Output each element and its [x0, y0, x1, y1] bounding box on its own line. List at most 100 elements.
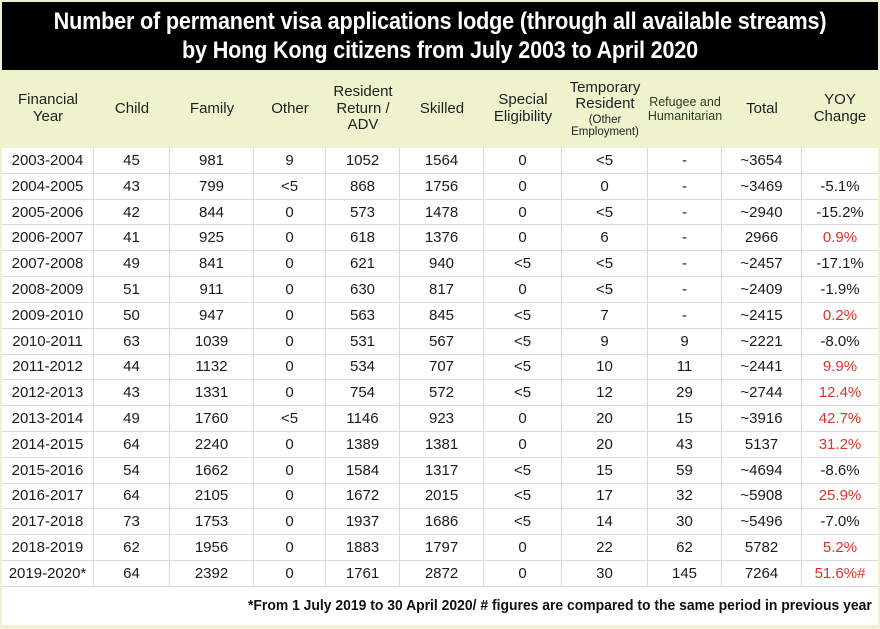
value-cell: 51: [94, 277, 170, 302]
value-cell: <5: [484, 380, 562, 406]
column-header-label: Refugee and Humanitarian: [647, 95, 723, 123]
yoy-cell: -8.6%: [820, 461, 860, 479]
table-row: 2015-2016 54 1662 0 1584 1317 <5 15 59 ~4694 -8.6%: [2, 457, 878, 484]
value-cell: <5: [562, 148, 648, 173]
value-cell: 5782: [722, 535, 802, 560]
value-cell: 925: [170, 225, 254, 251]
value-cell: -: [648, 148, 722, 173]
table-row: 2003-2004 45 981 9 1052 1564 0 <5- ~3654: [2, 148, 878, 174]
value-cell: 1478: [400, 199, 484, 225]
value-cell: 1686: [400, 509, 484, 535]
yoy-cell: 42.7%: [818, 410, 862, 428]
value-cell: 534: [326, 354, 400, 380]
value-cell: 0: [484, 225, 562, 251]
value-cell: 2240: [170, 431, 254, 457]
value-cell: 0: [484, 535, 562, 560]
year-cell: 2006-2007: [2, 225, 94, 251]
yoy-cell: 0.2%: [822, 306, 858, 324]
column-header-label: Temporary Resident: [569, 78, 641, 113]
column-header-sublabel: (Other Employment): [571, 114, 639, 139]
year-cell: 2016-2017: [2, 483, 94, 509]
table-row: 2013-2014 49 1760 <5 1146 923 0 20 15 ~3916 42.7%: [2, 406, 878, 432]
value-cell: 1381: [400, 431, 484, 457]
table-row: 2009-2010 50 947 0 563 845 <5 7- ~2415 0.2%: [2, 302, 878, 329]
value-cell: 45: [94, 148, 170, 173]
value-cell: 981: [170, 148, 254, 173]
year-cell: 2004-2005: [2, 173, 94, 199]
value-cell: ~3469: [722, 173, 802, 199]
column-header-label: Other: [271, 99, 309, 117]
value-cell: 12: [562, 380, 648, 406]
year-cell: 2009-2010: [2, 302, 94, 328]
yoy-cell: -17.1%: [816, 255, 864, 273]
value-cell: -: [648, 302, 722, 328]
value-cell: 1389: [326, 431, 400, 457]
table-row: 2017-2018 73 1753 0 1937 1686 <5 14 30 ~5496 -7.0%: [2, 509, 878, 536]
title-line-1: Number of permanent visa applications lo…: [53, 7, 827, 35]
yoy-cell: 12.4%: [818, 384, 862, 402]
value-cell: 754: [326, 380, 400, 406]
value-cell: 0: [562, 173, 648, 199]
value-cell: 0: [254, 354, 326, 380]
value-cell: 911: [170, 277, 254, 302]
value-cell: 1797: [400, 535, 484, 560]
footnote: *From 1 July 2019 to 30 April 2020/ # fi…: [248, 598, 872, 614]
value-cell: 10: [562, 354, 648, 380]
yoy-cell: 9.9%: [822, 358, 858, 376]
value-cell: 30: [648, 509, 722, 535]
value-cell: -: [648, 277, 722, 302]
value-cell: 0: [484, 173, 562, 199]
value-cell: ~4694: [722, 457, 802, 483]
value-cell: 1956: [170, 535, 254, 560]
column-header-other: Other: [254, 70, 326, 148]
value-cell: 1672: [326, 483, 400, 509]
table-row: 2004-2005 43 799 <5 868 1756 0 0- ~3469 -5.1%: [2, 173, 878, 200]
yoy-cell: 51.6%#: [814, 564, 866, 582]
value-cell: 54: [94, 457, 170, 483]
value-cell: 9: [648, 328, 722, 354]
value-cell: 0: [254, 483, 326, 509]
value-cell: 32: [648, 483, 722, 509]
value-cell: 1761: [326, 561, 400, 586]
value-cell: 1146: [326, 406, 400, 431]
value-cell: 145: [648, 561, 722, 586]
year-cell: 2005-2006: [2, 199, 94, 225]
value-cell: 59: [648, 457, 722, 483]
value-cell: 845: [400, 302, 484, 328]
value-cell: 0: [484, 406, 562, 431]
value-cell: 572: [400, 380, 484, 406]
value-cell: 0: [254, 509, 326, 535]
value-cell: ~2441: [722, 354, 802, 380]
value-cell: 841: [170, 251, 254, 277]
column-header-label: Total: [746, 99, 778, 117]
column-header-refugee-humanitarian: Refugee and Humanitarian: [648, 70, 722, 148]
value-cell: -: [648, 199, 722, 225]
value-cell: 1753: [170, 509, 254, 535]
value-cell: <5: [562, 199, 648, 225]
column-header-label: Financial Year: [17, 91, 79, 125]
year-cell: 2010-2011: [2, 328, 94, 354]
value-cell: 1039: [170, 328, 254, 354]
value-cell: 49: [94, 251, 170, 277]
value-cell: <5: [484, 302, 562, 328]
value-cell: 9: [562, 328, 648, 354]
value-cell: 14: [562, 509, 648, 535]
value-cell: 0: [254, 225, 326, 251]
value-cell: 0: [254, 380, 326, 406]
value-cell: 1317: [400, 457, 484, 483]
column-header-label: Child: [114, 99, 150, 117]
table-row: 2019-2020* 64 2392 0 1761 2872 0 30 145 7264 51.6%…: [2, 561, 878, 587]
value-cell: 62: [94, 535, 170, 560]
yoy-cell: [802, 148, 878, 173]
value-cell: 17: [562, 483, 648, 509]
value-cell: <5: [254, 406, 326, 431]
value-cell: 63: [94, 328, 170, 354]
value-cell: 531: [326, 328, 400, 354]
column-header-yoy-change: YOY Change: [802, 70, 878, 148]
value-cell: 923: [400, 406, 484, 431]
value-cell: 0: [484, 277, 562, 302]
value-cell: 2872: [400, 561, 484, 586]
year-cell: 2013-2014: [2, 406, 94, 431]
table-row: 2018-2019 62 1956 0 1883 1797 0 22 62 5782 5.2%: [2, 535, 878, 561]
